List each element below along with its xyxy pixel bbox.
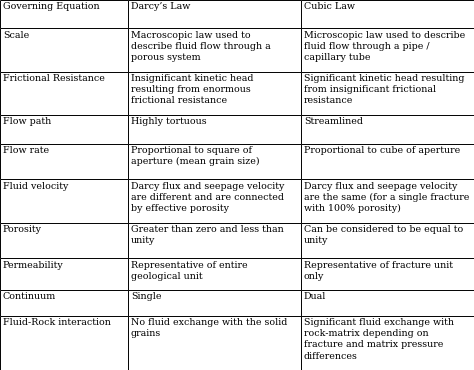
Text: Darcy’s Law: Darcy’s Law bbox=[131, 2, 190, 11]
Text: Continuum: Continuum bbox=[3, 292, 56, 301]
Text: Fluid velocity: Fluid velocity bbox=[3, 182, 68, 191]
Text: Greater than zero and less than
unity: Greater than zero and less than unity bbox=[131, 225, 283, 245]
Text: Macroscopic law used to
describe fluid flow through a
porous system: Macroscopic law used to describe fluid f… bbox=[131, 31, 271, 62]
Text: Significant kinetic head resulting
from insignificant frictional
resistance: Significant kinetic head resulting from … bbox=[304, 74, 465, 105]
Text: Significant fluid exchange with
rock-matrix depending on
fracture and matrix pre: Significant fluid exchange with rock-mat… bbox=[304, 318, 454, 360]
Text: Darcy flux and seepage velocity
are different and are connected
by effective por: Darcy flux and seepage velocity are diff… bbox=[131, 182, 284, 213]
Text: Single: Single bbox=[131, 292, 161, 301]
Text: Proportional to square of
aperture (mean grain size): Proportional to square of aperture (mean… bbox=[131, 146, 259, 166]
Text: Permeability: Permeability bbox=[3, 260, 64, 270]
Text: Highly tortuous: Highly tortuous bbox=[131, 117, 207, 127]
Text: Streamlined: Streamlined bbox=[304, 117, 363, 127]
Text: Flow path: Flow path bbox=[3, 117, 51, 127]
Text: Darcy flux and seepage velocity
are the same (for a single fracture
with 100% po: Darcy flux and seepage velocity are the … bbox=[304, 182, 469, 213]
Text: Governing Equation: Governing Equation bbox=[3, 2, 100, 11]
Text: Cubic Law: Cubic Law bbox=[304, 2, 355, 11]
Text: Dual: Dual bbox=[304, 292, 326, 301]
Text: Representative of entire
geological unit: Representative of entire geological unit bbox=[131, 260, 247, 281]
Text: Microscopic law used to describe
fluid flow through a pipe /
capillary tube: Microscopic law used to describe fluid f… bbox=[304, 31, 465, 62]
Text: Porosity: Porosity bbox=[3, 225, 42, 234]
Text: Can be considered to be equal to
unity: Can be considered to be equal to unity bbox=[304, 225, 463, 245]
Text: Fluid-Rock interaction: Fluid-Rock interaction bbox=[3, 318, 111, 327]
Text: Proportional to cube of aperture: Proportional to cube of aperture bbox=[304, 146, 460, 155]
Text: Frictional Resistance: Frictional Resistance bbox=[3, 74, 105, 83]
Text: Representative of fracture unit
only: Representative of fracture unit only bbox=[304, 260, 453, 281]
Text: Scale: Scale bbox=[3, 31, 29, 40]
Text: Flow rate: Flow rate bbox=[3, 146, 49, 155]
Text: No fluid exchange with the solid
grains: No fluid exchange with the solid grains bbox=[131, 318, 287, 338]
Text: Insignificant kinetic head
resulting from enormous
frictional resistance: Insignificant kinetic head resulting fro… bbox=[131, 74, 253, 105]
